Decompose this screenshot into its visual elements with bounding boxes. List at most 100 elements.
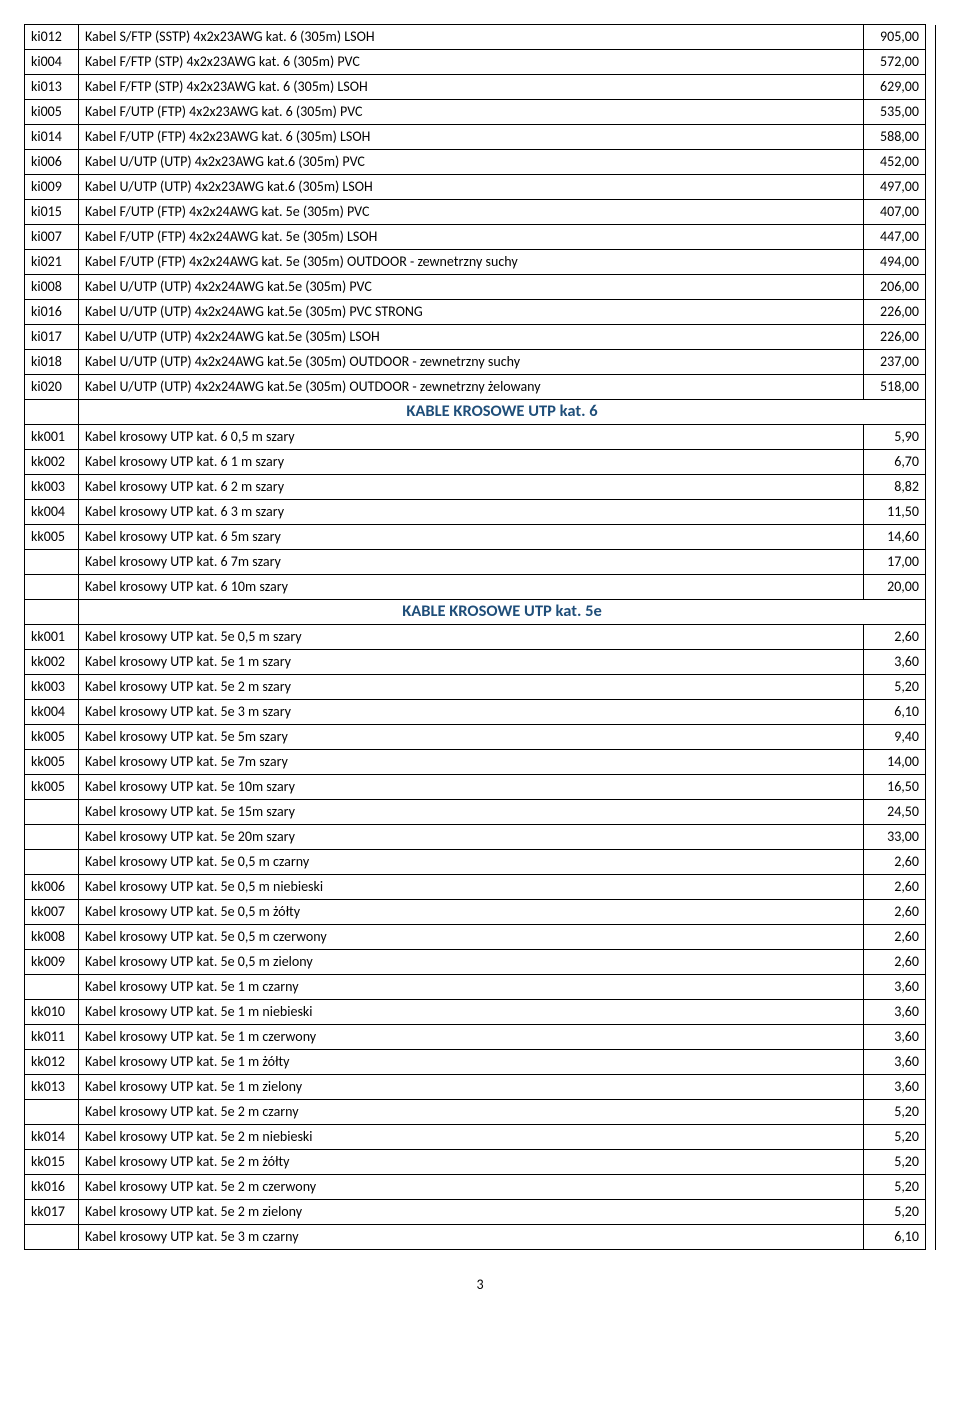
code-cell: ki008 <box>25 275 79 300</box>
spacer-cell <box>926 200 936 225</box>
price-cell: 226,00 <box>864 325 926 350</box>
price-cell: 5,20 <box>864 675 926 700</box>
spacer-cell <box>926 825 936 850</box>
spacer-cell <box>926 875 936 900</box>
description-cell: Kabel U/UTP (UTP) 4x2x24AWG kat.5e (305m… <box>79 275 864 300</box>
price-cell: 452,00 <box>864 150 926 175</box>
description-cell: Kabel krosowy UTP kat. 6 10m szary <box>79 575 864 600</box>
code-cell: ki007 <box>25 225 79 250</box>
table-row: kk012Kabel krosowy UTP kat. 5e 1 m żółty… <box>25 1050 936 1075</box>
table-row: ki020Kabel U/UTP (UTP) 4x2x24AWG kat.5e … <box>25 375 936 400</box>
spacer-cell <box>926 325 936 350</box>
code-cell: kk013 <box>25 1075 79 1100</box>
code-cell: ki018 <box>25 350 79 375</box>
spacer-cell <box>926 350 936 375</box>
price-cell: 6,10 <box>864 1225 926 1250</box>
code-cell: kk005 <box>25 775 79 800</box>
table-row: kk001Kabel krosowy UTP kat. 6 0,5 m szar… <box>25 425 936 450</box>
price-cell: 5,20 <box>864 1200 926 1225</box>
description-cell: Kabel krosowy UTP kat. 5e 3 m szary <box>79 700 864 725</box>
code-cell: kk005 <box>25 525 79 550</box>
table-row: ki008Kabel U/UTP (UTP) 4x2x24AWG kat.5e … <box>25 275 936 300</box>
spacer-cell <box>926 1125 936 1150</box>
spacer-cell <box>926 1025 936 1050</box>
code-cell: ki012 <box>25 25 79 50</box>
table-row: Kabel krosowy UTP kat. 5e 15m szary24,50 <box>25 800 936 825</box>
spacer-cell <box>926 100 936 125</box>
spacer-cell <box>926 1100 936 1125</box>
table-row: kk007Kabel krosowy UTP kat. 5e 0,5 m żół… <box>25 900 936 925</box>
description-cell: Kabel U/UTP (UTP) 4x2x24AWG kat.5e (305m… <box>79 300 864 325</box>
description-cell: Kabel F/UTP (FTP) 4x2x23AWG kat. 6 (305m… <box>79 100 864 125</box>
description-cell: Kabel krosowy UTP kat. 5e 1 m żółty <box>79 1050 864 1075</box>
table-row: kk004Kabel krosowy UTP kat. 6 3 m szary1… <box>25 500 936 525</box>
table-row: kk004Kabel krosowy UTP kat. 5e 3 m szary… <box>25 700 936 725</box>
table-row: ki016Kabel U/UTP (UTP) 4x2x24AWG kat.5e … <box>25 300 936 325</box>
table-row: ki004Kabel F/FTP (STP) 4x2x23AWG kat. 6 … <box>25 50 936 75</box>
description-cell: Kabel krosowy UTP kat. 5e 0,5 m zielony <box>79 950 864 975</box>
table-row: ki005Kabel F/UTP (FTP) 4x2x23AWG kat. 6 … <box>25 100 936 125</box>
description-cell: Kabel krosowy UTP kat. 5e 20m szary <box>79 825 864 850</box>
spacer-cell <box>926 250 936 275</box>
price-cell: 2,60 <box>864 950 926 975</box>
table-row: ki021Kabel F/UTP (FTP) 4x2x24AWG kat. 5e… <box>25 250 936 275</box>
description-cell: Kabel krosowy UTP kat. 5e 1 m czarny <box>79 975 864 1000</box>
price-cell: 3,60 <box>864 1075 926 1100</box>
description-cell: Kabel krosowy UTP kat. 5e 0,5 m niebiesk… <box>79 875 864 900</box>
spacer-cell <box>926 650 936 675</box>
spacer-cell <box>926 300 936 325</box>
table-row: Kabel krosowy UTP kat. 5e 3 m czarny6,10 <box>25 1225 936 1250</box>
price-cell: 8,82 <box>864 475 926 500</box>
spacer-cell <box>926 225 936 250</box>
code-cell: kk016 <box>25 1175 79 1200</box>
description-cell: Kabel krosowy UTP kat. 5e 3 m czarny <box>79 1225 864 1250</box>
spacer-cell <box>926 975 936 1000</box>
description-cell: Kabel krosowy UTP kat. 5e 1 m zielony <box>79 1075 864 1100</box>
table-row: ki006Kabel U/UTP (UTP) 4x2x23AWG kat.6 (… <box>25 150 936 175</box>
table-row: ki018Kabel U/UTP (UTP) 4x2x24AWG kat.5e … <box>25 350 936 375</box>
description-cell: Kabel krosowy UTP kat. 6 2 m szary <box>79 475 864 500</box>
table-row: kk002Kabel krosowy UTP kat. 5e 1 m szary… <box>25 650 936 675</box>
price-cell: 494,00 <box>864 250 926 275</box>
table-row: kk011Kabel krosowy UTP kat. 5e 1 m czerw… <box>25 1025 936 1050</box>
price-cell: 5,90 <box>864 425 926 450</box>
description-cell: Kabel krosowy UTP kat. 5e 2 m szary <box>79 675 864 700</box>
table-row: Kabel krosowy UTP kat. 5e 2 m czarny5,20 <box>25 1100 936 1125</box>
spacer-cell <box>926 400 936 425</box>
description-cell: Kabel krosowy UTP kat. 5e 2 m niebieski <box>79 1125 864 1150</box>
price-cell: 24,50 <box>864 800 926 825</box>
table-row: kk005Kabel krosowy UTP kat. 5e 10m szary… <box>25 775 936 800</box>
price-cell: 5,20 <box>864 1150 926 1175</box>
price-cell: 226,00 <box>864 300 926 325</box>
price-cell: 572,00 <box>864 50 926 75</box>
section-heading: KABLE KROSOWE UTP kat. 5e <box>79 600 926 625</box>
section-heading: KABLE KROSOWE UTP kat. 6 <box>79 400 926 425</box>
spacer-cell <box>926 25 936 50</box>
code-cell: kk005 <box>25 725 79 750</box>
description-cell: Kabel krosowy UTP kat. 5e 2 m czarny <box>79 1100 864 1125</box>
description-cell: Kabel krosowy UTP kat. 5e 2 m żółty <box>79 1150 864 1175</box>
table-row: kk005Kabel krosowy UTP kat. 5e 7m szary1… <box>25 750 936 775</box>
table-row: KABLE KROSOWE UTP kat. 6 <box>25 400 936 425</box>
table-row: Kabel krosowy UTP kat. 6 7m szary17,00 <box>25 550 936 575</box>
spacer-cell <box>926 850 936 875</box>
price-cell: 629,00 <box>864 75 926 100</box>
description-cell: Kabel krosowy UTP kat. 5e 10m szary <box>79 775 864 800</box>
price-cell: 5,20 <box>864 1100 926 1125</box>
price-cell: 11,50 <box>864 500 926 525</box>
description-cell: Kabel F/FTP (STP) 4x2x23AWG kat. 6 (305m… <box>79 75 864 100</box>
spacer-cell <box>926 675 936 700</box>
code-cell: kk006 <box>25 875 79 900</box>
spacer-cell <box>926 1075 936 1100</box>
spacer-cell <box>926 775 936 800</box>
spacer-cell <box>926 575 936 600</box>
spacer-cell <box>926 1225 936 1250</box>
code-cell <box>25 575 79 600</box>
table-row: kk002Kabel krosowy UTP kat. 6 1 m szary6… <box>25 450 936 475</box>
code-cell: kk002 <box>25 450 79 475</box>
code-cell: kk015 <box>25 1150 79 1175</box>
spacer-cell <box>926 75 936 100</box>
description-cell: Kabel U/UTP (UTP) 4x2x23AWG kat.6 (305m)… <box>79 150 864 175</box>
code-cell <box>25 825 79 850</box>
code-cell: ki013 <box>25 75 79 100</box>
